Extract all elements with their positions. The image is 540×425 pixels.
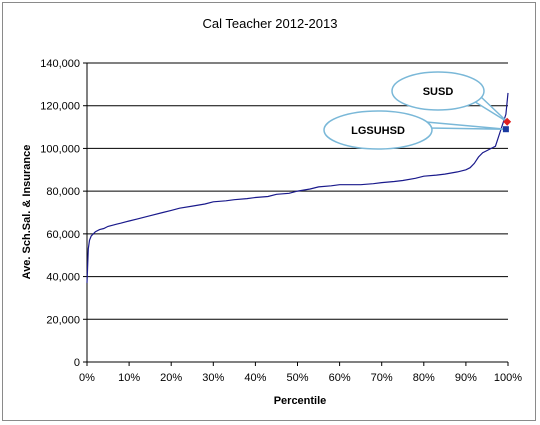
y-tick-labels: 0 20,000 40,000 60,000 80,000 100,000 120,000 1… bbox=[40, 58, 80, 369]
x-tick-label: 40% bbox=[244, 372, 266, 384]
axes bbox=[86, 63, 508, 363]
callout-label: LGSUHSD bbox=[351, 125, 405, 137]
callout-lgsuhsd: LGSUHSD bbox=[323, 110, 509, 150]
x-tick-label: 80% bbox=[413, 372, 435, 384]
x-tick-label: 90% bbox=[455, 372, 477, 384]
x-tick-label: 70% bbox=[371, 372, 393, 384]
y-tick-label: 80,000 bbox=[46, 186, 80, 198]
callout-susd: SUSD bbox=[391, 71, 512, 126]
callout-bubble bbox=[323, 110, 433, 150]
x-tick-label: 30% bbox=[202, 372, 224, 384]
marker-point bbox=[502, 126, 509, 133]
y-tick-label: 60,000 bbox=[46, 229, 80, 241]
x-tick-label: 60% bbox=[329, 372, 351, 384]
callout-bubble bbox=[391, 71, 485, 111]
y-tick-label: 120,000 bbox=[40, 101, 80, 113]
callout-label: SUSD bbox=[423, 86, 454, 98]
series-lines bbox=[86, 92, 509, 284]
callout-pointer bbox=[425, 121, 507, 130]
series-line-0 bbox=[86, 92, 509, 284]
y-tick-label: 140,000 bbox=[40, 58, 80, 70]
x-axis-label: Percentile bbox=[274, 395, 327, 407]
y-tick-label: 0 bbox=[74, 357, 80, 369]
x-tick-label: 50% bbox=[286, 372, 308, 384]
y-tick-label: 20,000 bbox=[46, 314, 80, 326]
chart-title: Cal Teacher 2012-2013 bbox=[203, 16, 338, 31]
y-tick-label: 100,000 bbox=[40, 143, 80, 155]
y-axis-label: Ave. Sch.Sal. & Insurance bbox=[21, 145, 33, 280]
grid bbox=[83, 62, 509, 366]
x-tick-label: 20% bbox=[160, 372, 182, 384]
y-tick-label: 40,000 bbox=[46, 272, 80, 284]
x-tick-labels: 0% 10% 20% 30% 40% 50% 60% 70% 80% 90% 100% bbox=[79, 372, 522, 384]
x-tick-label: 10% bbox=[118, 372, 140, 384]
x-tick-label: 100% bbox=[494, 372, 522, 384]
x-tick-label: 0% bbox=[79, 372, 95, 384]
marker-point bbox=[503, 117, 512, 126]
callouts: SUSD LGSUHSD bbox=[323, 71, 512, 150]
